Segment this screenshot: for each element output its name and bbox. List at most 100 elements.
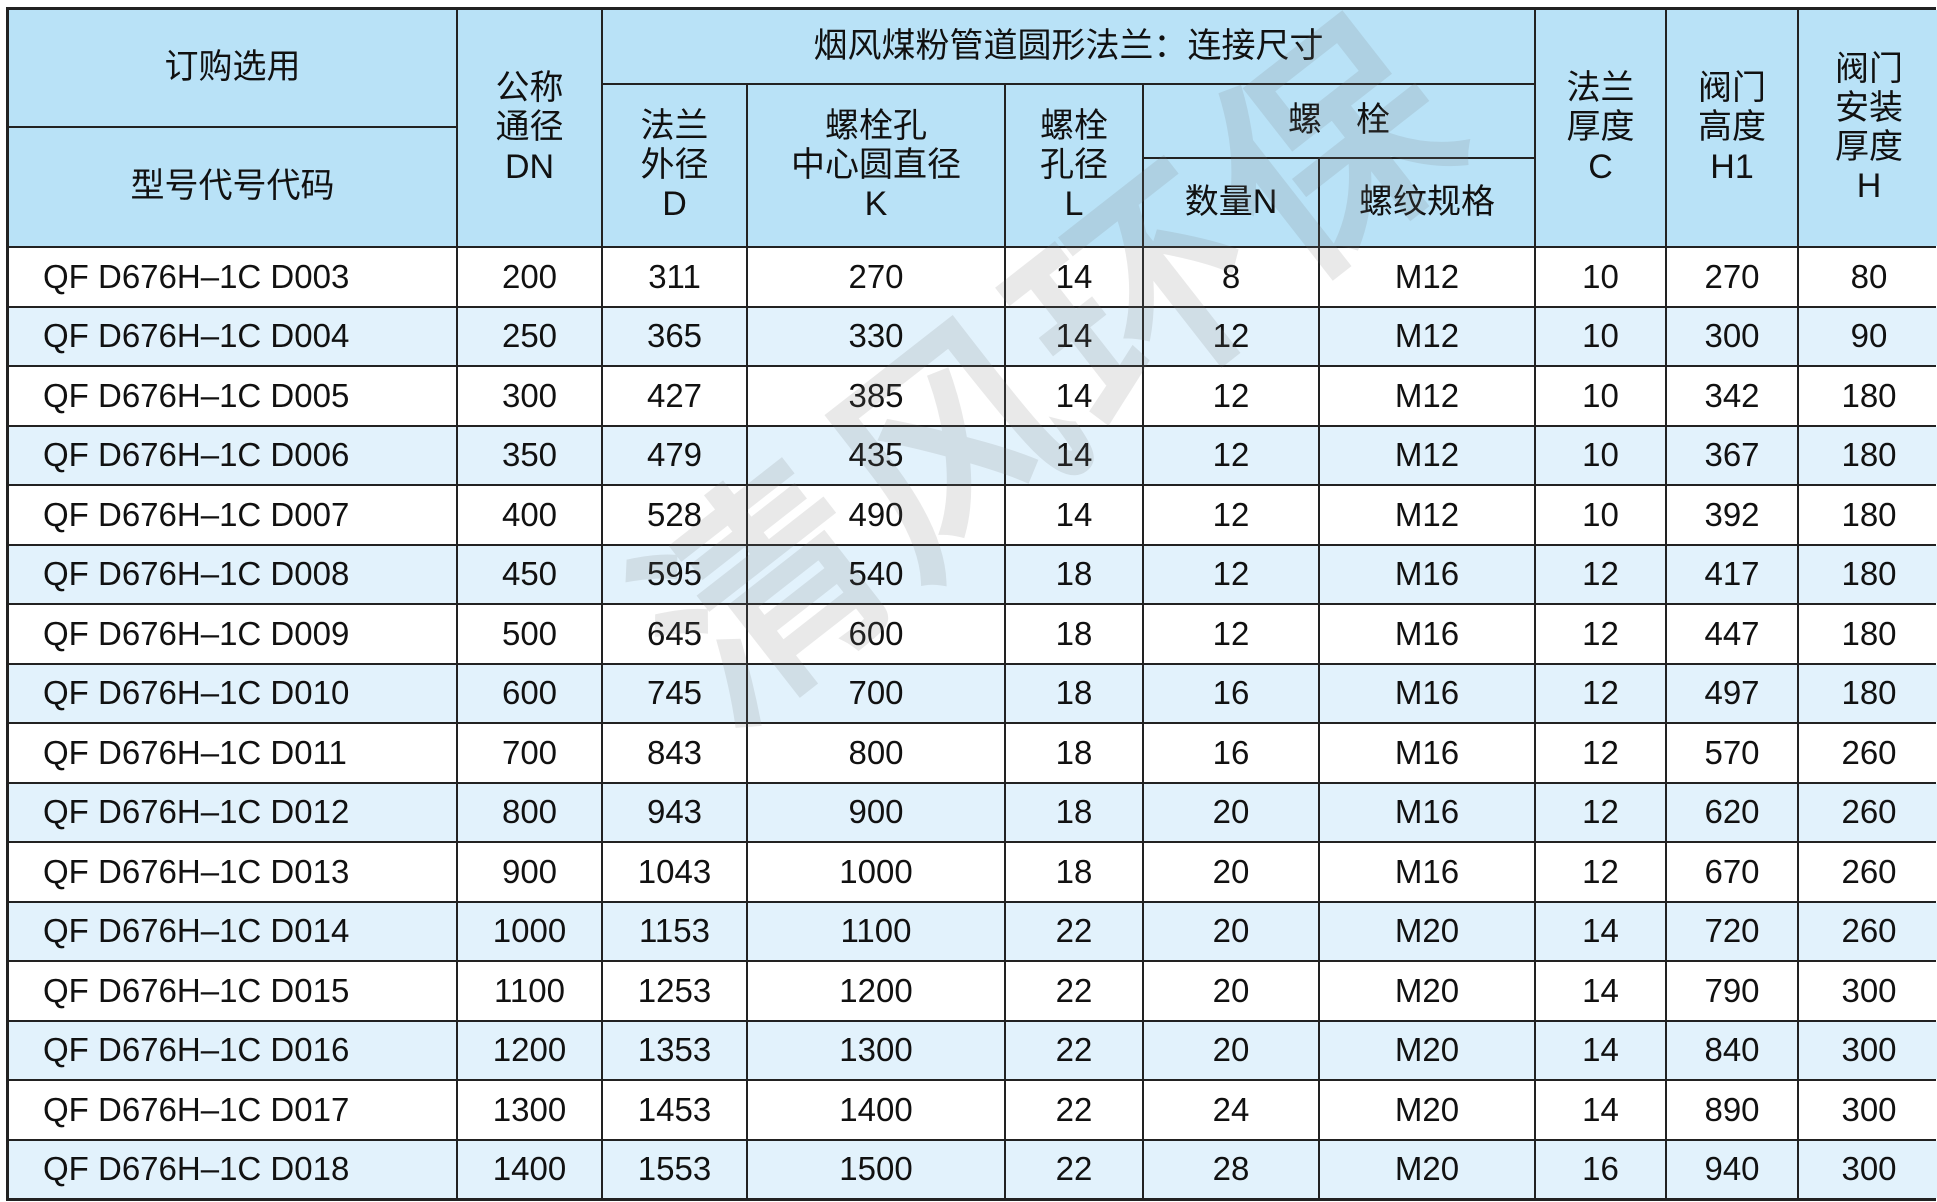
cell-bolt-hole-diameter: 18 (1006, 783, 1142, 841)
header-model-code: 型号代号代码 (9, 128, 456, 246)
cell-bolt-hole-diameter: 22 (1006, 1021, 1142, 1079)
cell-flange-thickness: 16 (1536, 1140, 1665, 1198)
cell-flange-thickness: 12 (1536, 724, 1665, 782)
cell-valve-install-thickness: 300 (1799, 1140, 1937, 1198)
cell-model-code: QF D676H–1C D017 (9, 1081, 456, 1139)
cell-thread-spec: M12 (1320, 248, 1534, 306)
header-flange-outer-diameter: 法兰 外径 D (603, 85, 746, 246)
cell-model-code: QF D676H–1C D009 (9, 605, 456, 663)
cell-valve-height: 392 (1667, 486, 1797, 544)
cell-bolt-circle-diameter: 1500 (748, 1140, 1004, 1198)
cell-bolt-quantity: 12 (1144, 545, 1318, 603)
cell-nominal-diameter: 1000 (458, 902, 601, 960)
cell-bolt-circle-diameter: 435 (748, 426, 1004, 484)
cell-thread-spec: M20 (1320, 962, 1534, 1020)
cell-valve-install-thickness: 300 (1799, 1081, 1937, 1139)
cell-flange-outer-diameter: 365 (603, 307, 746, 365)
cell-thread-spec: M16 (1320, 545, 1534, 603)
cell-valve-install-thickness: 300 (1799, 962, 1937, 1020)
cell-valve-install-thickness: 180 (1799, 664, 1937, 722)
cell-bolt-circle-diameter: 1400 (748, 1081, 1004, 1139)
cell-bolt-circle-diameter: 600 (748, 605, 1004, 663)
cell-bolt-quantity: 20 (1144, 902, 1318, 960)
cell-bolt-circle-diameter: 1200 (748, 962, 1004, 1020)
cell-flange-thickness: 10 (1536, 486, 1665, 544)
cell-bolt-circle-diameter: 900 (748, 783, 1004, 841)
cell-flange-thickness: 12 (1536, 605, 1665, 663)
cell-bolt-hole-diameter: 22 (1006, 1081, 1142, 1139)
cell-bolt-quantity: 12 (1144, 426, 1318, 484)
cell-thread-spec: M20 (1320, 1140, 1534, 1198)
header-thread-spec: 螺纹规格 (1320, 159, 1534, 246)
cell-valve-install-thickness: 300 (1799, 1021, 1937, 1079)
cell-flange-outer-diameter: 943 (603, 783, 746, 841)
cell-thread-spec: M16 (1320, 664, 1534, 722)
cell-valve-install-thickness: 260 (1799, 902, 1937, 960)
cell-flange-outer-diameter: 1153 (603, 902, 746, 960)
cell-flange-thickness: 14 (1536, 962, 1665, 1020)
cell-thread-spec: M12 (1320, 367, 1534, 425)
cell-valve-height: 570 (1667, 724, 1797, 782)
cell-bolt-circle-diameter: 1100 (748, 902, 1004, 960)
cell-bolt-hole-diameter: 14 (1006, 307, 1142, 365)
cell-valve-install-thickness: 180 (1799, 426, 1937, 484)
cell-nominal-diameter: 900 (458, 843, 601, 901)
cell-model-code: QF D676H–1C D013 (9, 843, 456, 901)
cell-valve-height: 367 (1667, 426, 1797, 484)
cell-valve-install-thickness: 180 (1799, 486, 1937, 544)
cell-bolt-circle-diameter: 1000 (748, 843, 1004, 901)
cell-bolt-quantity: 12 (1144, 486, 1318, 544)
cell-valve-install-thickness: 260 (1799, 843, 1937, 901)
header-nominal-diameter: 公称 通径 DN (458, 10, 601, 246)
cell-bolt-circle-diameter: 540 (748, 545, 1004, 603)
cell-bolt-hole-diameter: 14 (1006, 486, 1142, 544)
cell-nominal-diameter: 300 (458, 367, 601, 425)
cell-bolt-quantity: 28 (1144, 1140, 1318, 1198)
cell-thread-spec: M20 (1320, 1081, 1534, 1139)
cell-valve-height: 497 (1667, 664, 1797, 722)
cell-bolt-quantity: 8 (1144, 248, 1318, 306)
cell-nominal-diameter: 1100 (458, 962, 601, 1020)
cell-thread-spec: M16 (1320, 843, 1534, 901)
cell-nominal-diameter: 600 (458, 664, 601, 722)
cell-valve-height: 940 (1667, 1140, 1797, 1198)
cell-valve-install-thickness: 180 (1799, 367, 1937, 425)
cell-thread-spec: M12 (1320, 426, 1534, 484)
cell-bolt-circle-diameter: 270 (748, 248, 1004, 306)
cell-bolt-circle-diameter: 330 (748, 307, 1004, 365)
cell-valve-height: 270 (1667, 248, 1797, 306)
cell-model-code: QF D676H–1C D008 (9, 545, 456, 603)
cell-bolt-quantity: 12 (1144, 605, 1318, 663)
cell-flange-thickness: 10 (1536, 248, 1665, 306)
cell-flange-outer-diameter: 427 (603, 367, 746, 425)
cell-nominal-diameter: 400 (458, 486, 601, 544)
cell-valve-install-thickness: 180 (1799, 545, 1937, 603)
cell-valve-install-thickness: 180 (1799, 605, 1937, 663)
cell-valve-height: 620 (1667, 783, 1797, 841)
cell-thread-spec: M16 (1320, 783, 1534, 841)
cell-bolt-circle-diameter: 385 (748, 367, 1004, 425)
cell-bolt-circle-diameter: 800 (748, 724, 1004, 782)
cell-bolt-hole-diameter: 18 (1006, 664, 1142, 722)
cell-nominal-diameter: 500 (458, 605, 601, 663)
header-valve-height: 阀门 高度 H1 (1667, 10, 1797, 246)
cell-thread-spec: M16 (1320, 724, 1534, 782)
cell-bolt-circle-diameter: 700 (748, 664, 1004, 722)
cell-bolt-quantity: 12 (1144, 367, 1318, 425)
header-order: 订购选用 (9, 10, 456, 126)
cell-valve-height: 720 (1667, 902, 1797, 960)
cell-model-code: QF D676H–1C D016 (9, 1021, 456, 1079)
header-bolt-circle-diameter: 螺栓孔 中心圆直径 K (748, 85, 1004, 246)
cell-flange-thickness: 12 (1536, 545, 1665, 603)
cell-flange-outer-diameter: 528 (603, 486, 746, 544)
cell-flange-outer-diameter: 1453 (603, 1081, 746, 1139)
cell-model-code: QF D676H–1C D006 (9, 426, 456, 484)
cell-thread-spec: M20 (1320, 1021, 1534, 1079)
cell-nominal-diameter: 250 (458, 307, 601, 365)
header-flange-thickness: 法兰 厚度 C (1536, 10, 1665, 246)
cell-nominal-diameter: 800 (458, 783, 601, 841)
cell-flange-outer-diameter: 595 (603, 545, 746, 603)
cell-valve-height: 447 (1667, 605, 1797, 663)
cell-flange-thickness: 10 (1536, 307, 1665, 365)
cell-thread-spec: M12 (1320, 307, 1534, 365)
